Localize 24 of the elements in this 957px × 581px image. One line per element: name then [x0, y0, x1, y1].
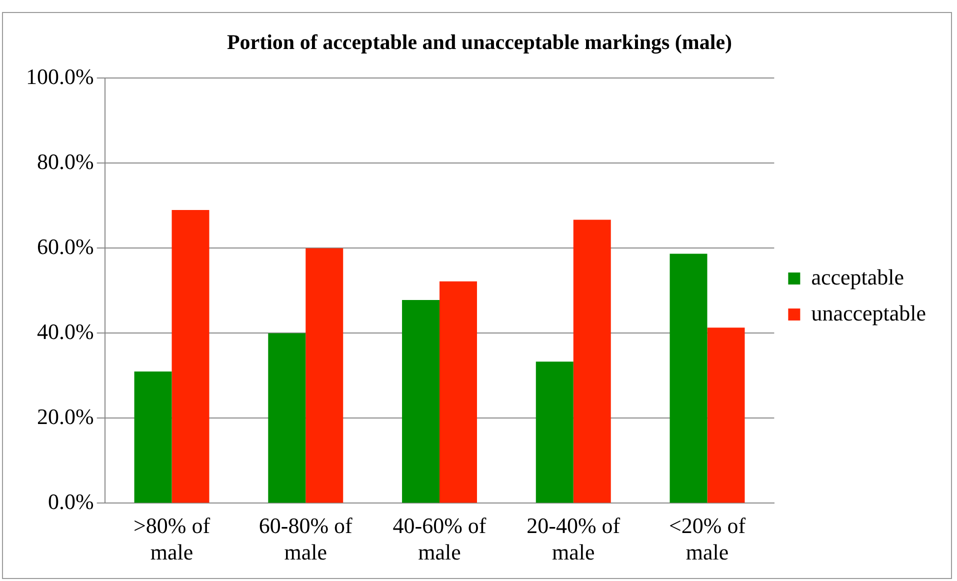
- y-tick-label: 20.0%: [37, 404, 94, 429]
- chart-title: Portion of acceptable and unacceptable markings (male): [226, 30, 732, 54]
- legend-label: unacceptable: [811, 300, 926, 326]
- x-tick-label: 60-80% of male: [258, 513, 354, 565]
- bar: [670, 254, 708, 503]
- legend-label: acceptable: [811, 264, 904, 290]
- bar: [134, 371, 172, 503]
- bar: [306, 248, 344, 503]
- x-tick-label: 40-60% of male: [392, 513, 487, 565]
- bar: [172, 210, 210, 503]
- bar: [402, 300, 440, 503]
- bar: [707, 328, 745, 503]
- bar: [536, 362, 574, 503]
- y-tick-label: 40.0%: [37, 318, 94, 344]
- y-tick-label: 80.0%: [37, 148, 94, 174]
- x-tick-label: >80% of male: [133, 513, 211, 565]
- bar: [268, 333, 306, 503]
- bar: [573, 220, 611, 503]
- x-tick-label: <20% of male: [668, 513, 746, 565]
- y-tick-label: 100.0%: [26, 64, 94, 89]
- x-tick-label: 20-40% of male: [526, 513, 621, 565]
- y-tick-label: 60.0%: [37, 234, 94, 259]
- bar: [440, 281, 477, 503]
- y-tick-label: 0.0%: [48, 488, 94, 514]
